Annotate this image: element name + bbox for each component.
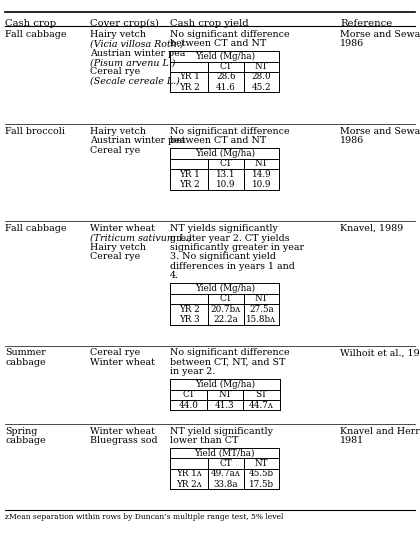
- Text: Yield (Mg/ha): Yield (Mg/ha): [194, 52, 255, 61]
- Text: ST: ST: [255, 390, 268, 399]
- Text: Winter wheat: Winter wheat: [90, 358, 155, 367]
- Text: Reference: Reference: [340, 19, 392, 28]
- Text: 15.8bᴧ: 15.8bᴧ: [247, 315, 276, 324]
- Text: (Pisum arvenu L.): (Pisum arvenu L.): [90, 58, 176, 67]
- Text: CT: CT: [219, 459, 232, 468]
- Text: Knavel and Herron,: Knavel and Herron,: [340, 427, 420, 436]
- Text: Wilhoit et al., 1990: Wilhoit et al., 1990: [340, 348, 420, 357]
- Text: NT: NT: [255, 62, 268, 71]
- Text: Hairy vetch: Hairy vetch: [90, 127, 146, 136]
- Text: Yield (Mg/ha): Yield (Mg/ha): [195, 380, 255, 389]
- Text: Fall cabbage: Fall cabbage: [5, 224, 66, 233]
- Text: YR 3: YR 3: [178, 315, 200, 324]
- Text: (Triticum sativum L.): (Triticum sativum L.): [90, 233, 192, 242]
- Text: Summer: Summer: [5, 348, 46, 357]
- Text: YR 2ᴧ: YR 2ᴧ: [176, 480, 202, 489]
- Text: 10.9: 10.9: [216, 180, 236, 189]
- Text: 28.0: 28.0: [252, 72, 271, 82]
- Text: Yield (MT/ha): Yield (MT/ha): [194, 449, 255, 458]
- Text: 22.2a: 22.2a: [213, 315, 238, 324]
- Text: No significant difference: No significant difference: [170, 127, 290, 136]
- Text: Cereal rye: Cereal rye: [90, 146, 140, 155]
- Text: NT: NT: [255, 294, 268, 303]
- Text: 28.6: 28.6: [216, 72, 236, 82]
- Text: Cereal rye: Cereal rye: [90, 68, 140, 77]
- Text: lower than CT: lower than CT: [170, 436, 239, 445]
- Text: YR 2: YR 2: [178, 305, 200, 314]
- Text: YR 2: YR 2: [178, 180, 200, 189]
- Text: Cereal rye: Cereal rye: [90, 252, 140, 261]
- Text: between CT and NT: between CT and NT: [170, 39, 266, 48]
- Text: Winter wheat: Winter wheat: [90, 224, 155, 233]
- Text: 13.1: 13.1: [216, 170, 236, 179]
- Text: Hairy vetch: Hairy vetch: [90, 30, 146, 39]
- Text: YR 1: YR 1: [178, 170, 200, 179]
- Text: differences in years 1 and: differences in years 1 and: [170, 262, 295, 271]
- Text: NT: NT: [255, 459, 268, 468]
- Text: 45.2: 45.2: [252, 83, 271, 92]
- Text: zMean separation within rows by Duncan’s multiple range test, 5% level: zMean separation within rows by Duncan’s…: [5, 513, 284, 521]
- Text: 17.5b: 17.5b: [249, 480, 274, 489]
- Text: Morse and Seward,: Morse and Seward,: [340, 30, 420, 39]
- Text: NT: NT: [255, 159, 268, 168]
- Text: 33.8a: 33.8a: [213, 480, 238, 489]
- Text: Cover crop(s): Cover crop(s): [90, 19, 159, 28]
- Text: significantly greater in year: significantly greater in year: [170, 243, 304, 252]
- Text: 45.5b: 45.5b: [249, 469, 274, 478]
- Text: Cash crop: Cash crop: [5, 19, 56, 28]
- Text: 27.5a: 27.5a: [249, 305, 274, 314]
- Text: in year 2.: in year 2.: [170, 367, 215, 376]
- Text: 41.3: 41.3: [215, 401, 235, 409]
- Text: 14.9: 14.9: [252, 170, 271, 179]
- Text: YR 2: YR 2: [178, 83, 200, 92]
- Text: Winter wheat: Winter wheat: [90, 427, 155, 436]
- Text: Hairy vetch: Hairy vetch: [90, 243, 146, 252]
- Text: 10.9: 10.9: [252, 180, 271, 189]
- Text: cabbage: cabbage: [5, 436, 46, 445]
- Text: YR 1ᴧ: YR 1ᴧ: [176, 469, 202, 478]
- Text: Bluegrass sod: Bluegrass sod: [90, 436, 158, 445]
- Text: between CT, NT, and ST: between CT, NT, and ST: [170, 358, 286, 367]
- Text: Morse and Seward,: Morse and Seward,: [340, 127, 420, 136]
- Text: CT: CT: [219, 294, 232, 303]
- Text: 1986: 1986: [340, 136, 365, 145]
- Text: Fall cabbage: Fall cabbage: [5, 30, 66, 39]
- Text: Austrian winter pea: Austrian winter pea: [90, 136, 185, 145]
- Text: No significant difference: No significant difference: [170, 348, 290, 357]
- Text: Yield (Mg/ha): Yield (Mg/ha): [194, 284, 255, 293]
- Text: 49.7aᴧ: 49.7aᴧ: [211, 469, 241, 478]
- Text: NT: NT: [218, 390, 232, 399]
- Text: (Secale cereale L.): (Secale cereale L.): [90, 77, 180, 86]
- Text: Cash crop yield: Cash crop yield: [170, 19, 249, 28]
- Text: Cereal rye: Cereal rye: [90, 348, 140, 357]
- Text: NT yields significantly: NT yields significantly: [170, 224, 278, 233]
- Text: 1986: 1986: [340, 39, 365, 48]
- Text: 3. No significant yield: 3. No significant yield: [170, 252, 276, 261]
- Text: 44.0: 44.0: [178, 401, 198, 409]
- Text: 41.6: 41.6: [216, 83, 236, 92]
- Text: 1981: 1981: [340, 436, 364, 445]
- Text: greater year 2. CT yields: greater year 2. CT yields: [170, 233, 290, 242]
- Text: CT: CT: [219, 159, 232, 168]
- Text: Fall broccoli: Fall broccoli: [5, 127, 65, 136]
- Text: Knavel, 1989: Knavel, 1989: [340, 224, 404, 233]
- Text: CT: CT: [219, 62, 232, 71]
- Text: Austrian winter pea: Austrian winter pea: [90, 49, 185, 58]
- Text: CT: CT: [182, 390, 195, 399]
- Text: YR 1: YR 1: [178, 72, 200, 82]
- Text: (Vicia villosa Roth.): (Vicia villosa Roth.): [90, 39, 184, 48]
- Text: No significant difference: No significant difference: [170, 30, 290, 39]
- Text: Spring: Spring: [5, 427, 37, 436]
- Text: cabbage: cabbage: [5, 358, 46, 367]
- Text: Yield (Mg/ha): Yield (Mg/ha): [194, 149, 255, 158]
- Text: between CT and NT: between CT and NT: [170, 136, 266, 145]
- Text: NT yield significantly: NT yield significantly: [170, 427, 273, 436]
- Text: 20.7bᴧ: 20.7bᴧ: [210, 305, 241, 314]
- Text: 4.: 4.: [170, 271, 179, 280]
- Text: 44.7ᴧ: 44.7ᴧ: [249, 401, 274, 409]
